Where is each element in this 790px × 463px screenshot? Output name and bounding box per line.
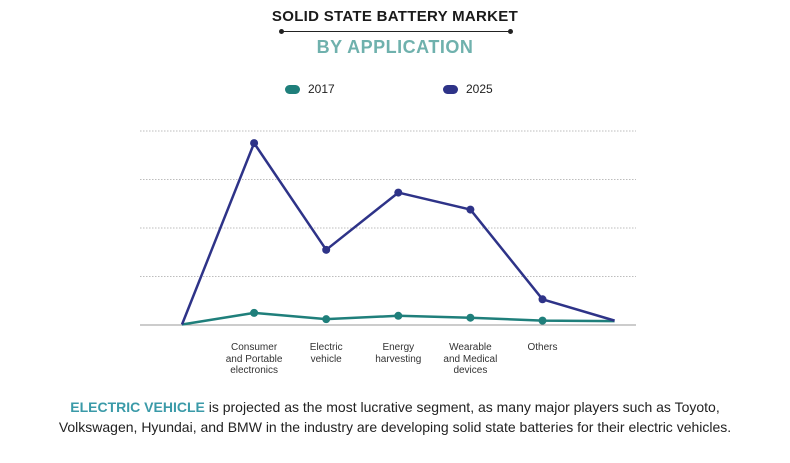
series-line-2025 — [180, 141, 615, 325]
x-tick-label: Wearable and Medical devices — [443, 342, 498, 376]
title-divider — [279, 29, 513, 34]
legend-swatch-2017 — [285, 84, 300, 94]
caption-line2: Volkswagen, Hyundai, and BMW in the indu… — [58, 419, 732, 435]
legend-swatch-2025 — [443, 84, 458, 94]
x-tick-label: Others — [527, 342, 558, 353]
caption: ELECTRIC VEHICLE is projected as the mos… — [0, 397, 790, 437]
data-point-2025 — [250, 139, 259, 148]
x-tick-label: Electric vehicle — [309, 342, 343, 365]
legend-label-2025: 2025 — [466, 82, 493, 96]
data-point-2017 — [322, 315, 331, 324]
data-point-2025 — [394, 188, 403, 197]
chart-title: SOLID STATE BATTERY MARKET — [271, 8, 519, 25]
data-point-2017 — [538, 316, 547, 325]
legend-item-2017: 2017 — [285, 82, 335, 96]
legend-label-2017: 2017 — [308, 82, 335, 96]
caption-lead: ELECTRIC VEHICLE — [70, 399, 205, 415]
data-point-2025 — [322, 245, 331, 254]
caption-line1: is projected as the most lucrative segme… — [204, 399, 720, 415]
data-point-2017 — [466, 313, 475, 322]
chart-subtitle: BY APPLICATION — [316, 37, 474, 57]
x-tick-label: Consumer and Portable electronics — [225, 342, 283, 376]
data-point-2025 — [538, 295, 547, 304]
legend-item-2025: 2025 — [443, 82, 493, 96]
data-point-2017 — [394, 311, 403, 320]
data-point-2017 — [250, 308, 259, 317]
data-point-2025 — [466, 205, 475, 214]
x-tick-label: Energy harvesting — [375, 342, 422, 365]
